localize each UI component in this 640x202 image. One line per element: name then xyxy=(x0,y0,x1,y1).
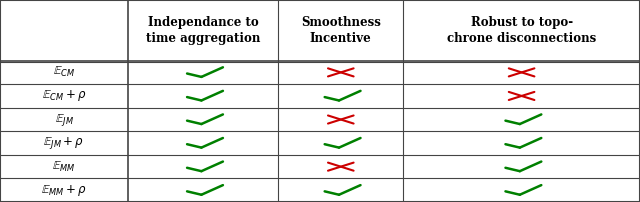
Text: $\mathbb{E}_{CM} + \rho$: $\mathbb{E}_{CM} + \rho$ xyxy=(42,88,86,103)
Text: $\mathbb{E}_{MM}$: $\mathbb{E}_{MM}$ xyxy=(52,160,76,174)
Text: $\mathbb{E}_{JM} + \rho$: $\mathbb{E}_{JM} + \rho$ xyxy=(44,135,84,151)
Text: $\mathbb{E}_{MM} + \rho$: $\mathbb{E}_{MM} + \rho$ xyxy=(41,183,87,198)
Text: $\mathbb{E}_{CM}$: $\mathbb{E}_{CM}$ xyxy=(53,65,75,79)
Text: $\mathbb{E}_{JM}$: $\mathbb{E}_{JM}$ xyxy=(54,112,74,127)
Text: Independance to
time aggregation: Independance to time aggregation xyxy=(146,16,260,45)
Text: Robust to topo-
chrone disconnections: Robust to topo- chrone disconnections xyxy=(447,16,596,45)
Text: Smoothness
Incentive: Smoothness Incentive xyxy=(301,16,381,45)
